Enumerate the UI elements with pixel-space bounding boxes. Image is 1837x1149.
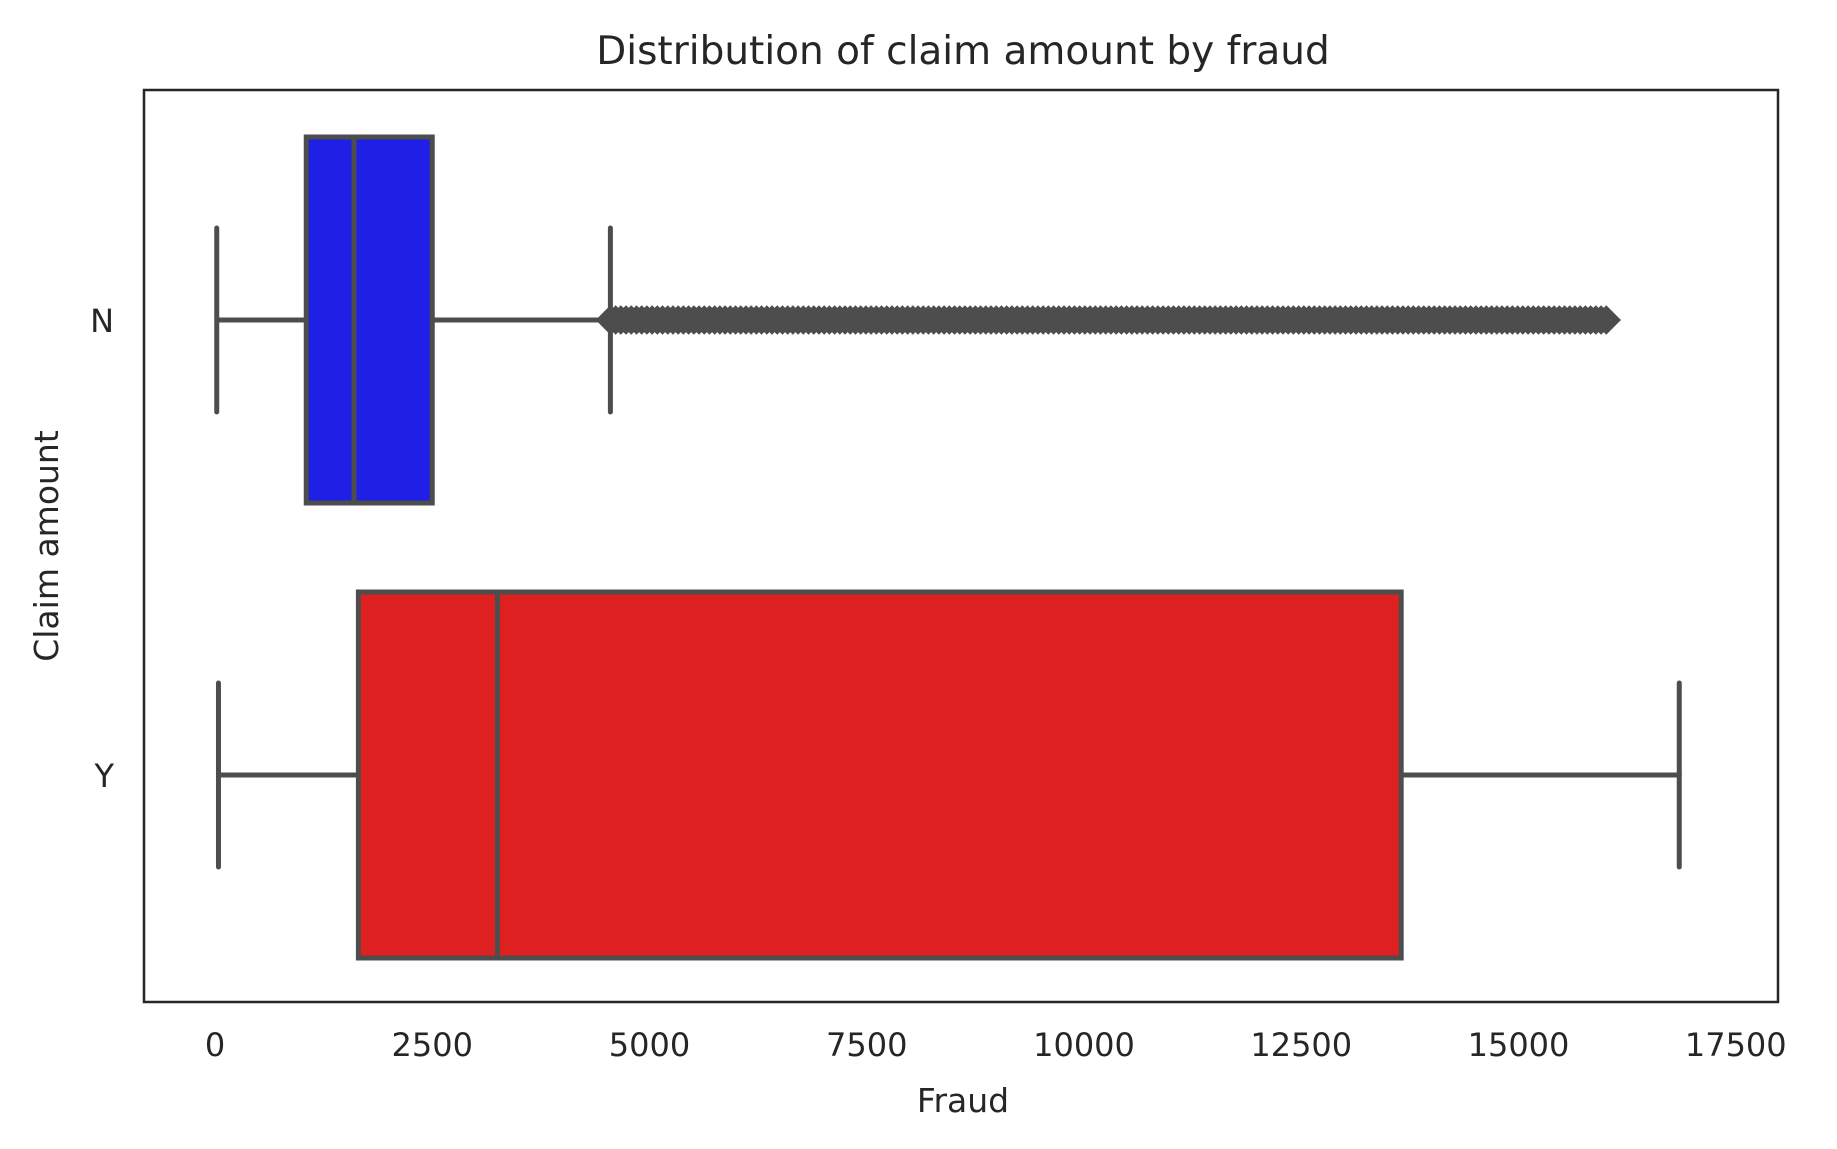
outliers [595, 305, 1621, 335]
y-tick-label: N [90, 302, 114, 340]
plot-area [214, 134, 1682, 961]
x-tick-label: 10000 [1033, 1026, 1135, 1064]
x-tick-label: 15000 [1468, 1026, 1570, 1064]
x-axis-label: Fraud [917, 1081, 1009, 1120]
x-axis-ticks: 0 2500 5000 7500 10000 12500 15000 17500 [205, 1026, 1787, 1064]
x-tick-label: 7500 [826, 1026, 907, 1064]
plot-frame [142, 88, 1780, 1004]
y-axis-label: Claim amount [27, 430, 66, 662]
box-y [215, 589, 1682, 961]
y-tick-label: Y [93, 757, 114, 795]
box-n [214, 134, 1621, 506]
x-tick-label: 5000 [609, 1026, 690, 1064]
chart-title: Distribution of claim amount by fraud [596, 29, 1330, 74]
x-tick-label: 0 [205, 1026, 225, 1064]
box-iqr [355, 589, 1404, 961]
y-axis-ticks: NY [90, 302, 114, 795]
x-tick-label: 2500 [392, 1026, 473, 1064]
x-tick-label: 17500 [1685, 1026, 1787, 1064]
outlier-point [1591, 305, 1621, 335]
box-iqr [303, 134, 435, 506]
x-tick-label: 12500 [1250, 1026, 1352, 1064]
